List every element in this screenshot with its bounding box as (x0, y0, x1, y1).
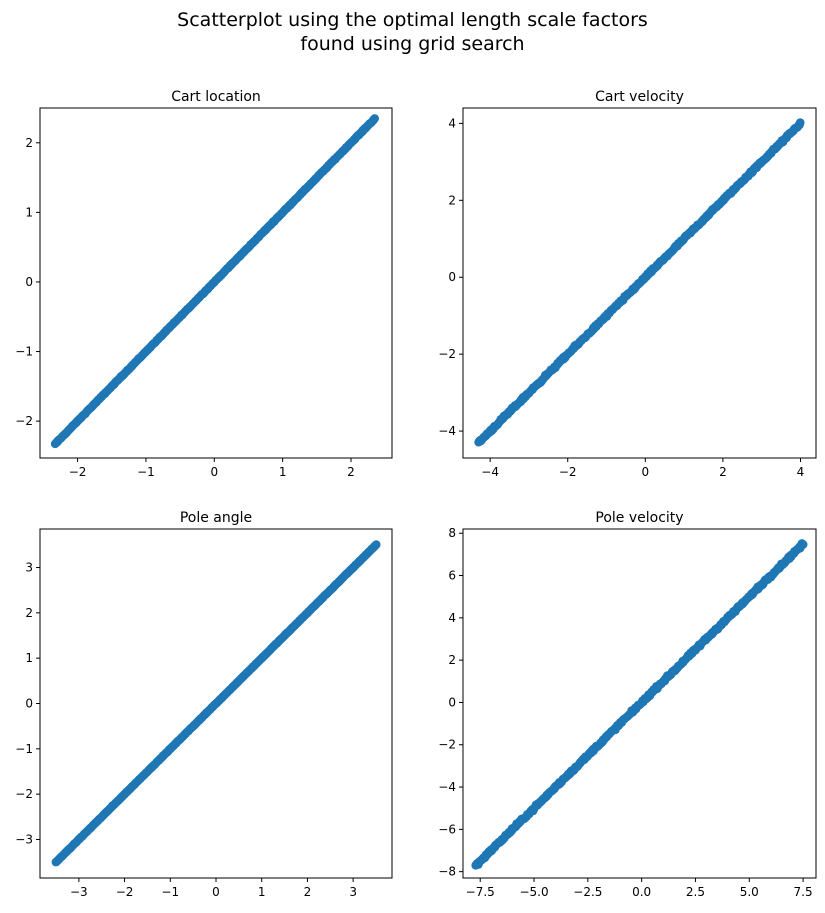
y-tick-label: −4 (438, 424, 456, 438)
subplot-title: Pole velocity (595, 510, 683, 526)
scatter-points (474, 118, 805, 447)
subplot-title: Cart velocity (595, 89, 684, 105)
x-tick-label: 1 (279, 465, 287, 479)
y-tick-label: 1 (25, 651, 33, 665)
y-tick-label: −4 (438, 780, 456, 794)
subplot-3: Pole angle −3 −2 −1 0 1 2 3 −3 −2 −1 0 1 2 3 (15, 510, 393, 899)
x-tick-label: −3 (70, 885, 88, 899)
x-tick-label: 0 (641, 465, 649, 479)
subplot-4: Pole velocity −7.5 −5.0 −2.5 0.0 2.5 5.0 7.5 −8 −… (438, 510, 817, 899)
data-point (371, 540, 381, 549)
axes-frame (462, 107, 817, 459)
y-tick-label: 0 (448, 695, 456, 709)
y-tick-label: −2 (15, 787, 33, 801)
scatter-points (51, 540, 381, 867)
x-tick-label: −1 (161, 885, 179, 899)
y-tick-label: 0 (25, 275, 33, 289)
x-tick-label: −2 (559, 465, 577, 479)
subplot-title: Pole angle (180, 510, 252, 526)
axes-frame (462, 528, 817, 879)
x-tick-label: −7.5 (466, 885, 495, 899)
x-tick-label: 0 (210, 465, 218, 479)
y-tick-label: −1 (15, 742, 33, 756)
y-tick-label: −2 (438, 347, 456, 361)
x-tick-label: −2 (69, 465, 87, 479)
y-tick-label: 2 (448, 653, 456, 667)
subplot-title: Cart location (171, 89, 261, 105)
y-tick-label: 2 (25, 136, 33, 150)
y-tick-label: −2 (15, 414, 33, 428)
y-tick-label: 4 (448, 116, 456, 130)
scatter-points (50, 114, 379, 449)
y-tick-label: 4 (448, 611, 456, 625)
scatter-points (471, 539, 808, 870)
y-tick-label: 8 (448, 526, 456, 540)
x-tick-label: −2.5 (573, 885, 602, 899)
axes-frame (39, 107, 393, 459)
x-tick-label: 7.5 (794, 885, 813, 899)
x-tick-label: 0 (212, 885, 220, 899)
x-tick-label: −5.0 (519, 885, 548, 899)
data-point (795, 118, 805, 127)
y-tick-label: 0 (25, 697, 33, 711)
y-tick-label: −1 (15, 345, 33, 359)
x-tick-label: 3 (349, 885, 357, 899)
x-tick-label: 4 (797, 465, 805, 479)
x-tick-label: 2.5 (686, 885, 705, 899)
y-tick-label: 1 (25, 205, 33, 219)
y-tick-label: 0 (448, 270, 456, 284)
y-tick-label: −2 (438, 738, 456, 752)
x-tick-label: −1 (137, 465, 155, 479)
y-tick-label: 3 (25, 561, 33, 575)
x-tick-label: 1 (258, 885, 266, 899)
subplot-2: Cart velocity −4 −2 0 2 4 −4 −2 0 2 4 (438, 89, 817, 479)
x-tick-label: 0.0 (632, 885, 651, 899)
y-tick-label: 6 (448, 569, 456, 583)
figure-title-line-1: Scatterplot using the optimal length sca… (177, 9, 648, 31)
x-tick-label: 2 (719, 465, 727, 479)
x-tick-label: −2 (116, 885, 134, 899)
x-tick-label: 5.0 (740, 885, 759, 899)
x-tick-label: 2 (304, 885, 312, 899)
data-point (370, 114, 379, 123)
y-tick-label: 2 (25, 606, 33, 620)
x-tick-label: 2 (347, 465, 355, 479)
y-tick-label: −8 (438, 865, 456, 879)
data-point (798, 540, 808, 549)
y-tick-label: 2 (448, 193, 456, 207)
x-tick-label: −4 (481, 465, 499, 479)
figure-title-line-2: found using grid search (300, 33, 525, 55)
subplot-1: Cart location −2 −1 0 1 2 −2 −1 0 1 2 (15, 89, 393, 479)
y-tick-label: −6 (438, 822, 456, 836)
y-tick-label: −3 (15, 832, 33, 846)
